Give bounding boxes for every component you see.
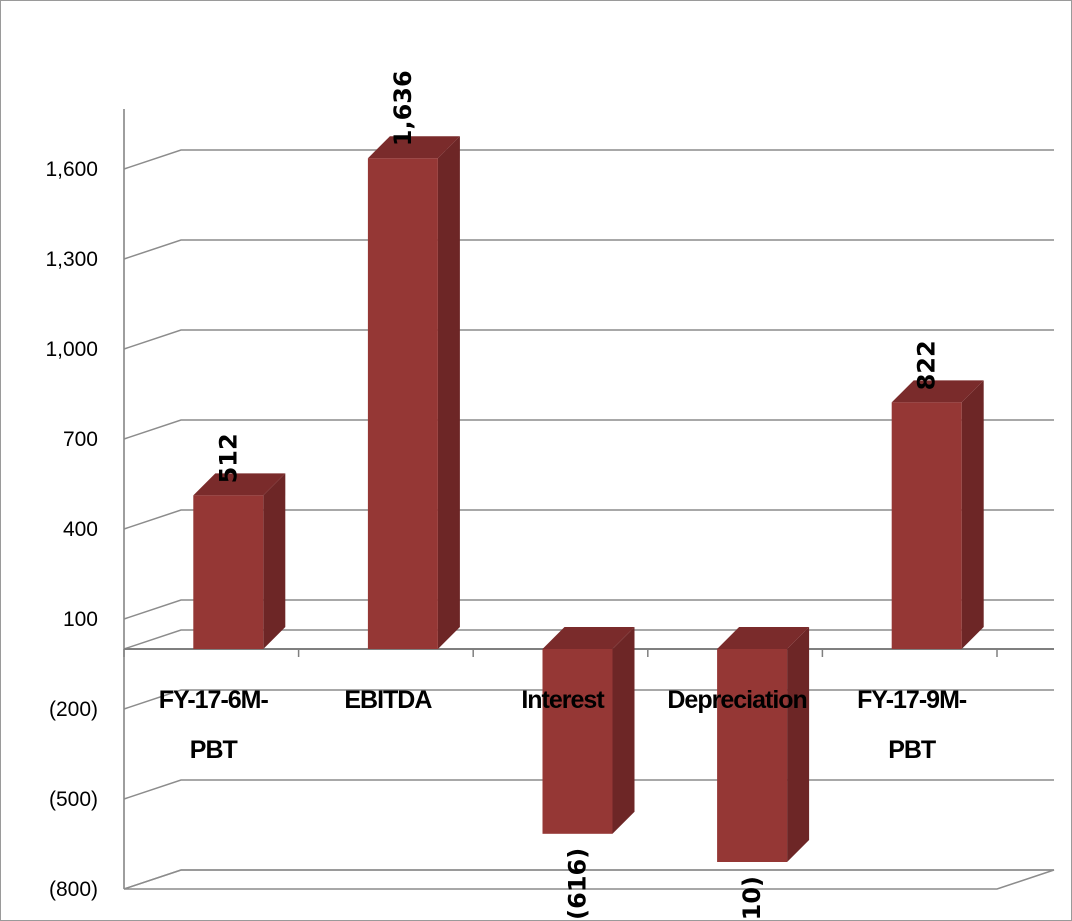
gridline bbox=[123, 329, 1054, 350]
bar-side bbox=[787, 627, 810, 862]
y-tick-label: 1,300 bbox=[45, 248, 98, 271]
bar-front bbox=[367, 158, 438, 649]
data-label: 512 bbox=[214, 433, 242, 483]
category-label: FY-17-6M-PBT bbox=[159, 686, 269, 764]
y-tick-label: (800) bbox=[49, 878, 98, 901]
gridline bbox=[123, 149, 1054, 170]
gridline bbox=[123, 239, 1054, 260]
gridline bbox=[123, 509, 1054, 530]
bar-top bbox=[367, 136, 460, 159]
bar-side bbox=[961, 380, 984, 649]
bar-front bbox=[717, 649, 788, 862]
category-label: Depreciation bbox=[667, 686, 806, 714]
category-label: FY-17-9M-PBT bbox=[857, 686, 967, 764]
y-tick-label: 1,000 bbox=[45, 338, 98, 361]
bar-front bbox=[891, 402, 962, 649]
bar-front bbox=[193, 495, 264, 649]
bar-top bbox=[891, 380, 984, 403]
y-tick-label: 400 bbox=[63, 518, 98, 541]
data-labels: 512 1,636 (616) (710) 822 bbox=[214, 70, 941, 921]
bar-top bbox=[193, 473, 286, 496]
data-label: 1,636 bbox=[389, 70, 417, 146]
y-tick-label: 1,600 bbox=[45, 158, 98, 181]
bar bbox=[717, 627, 810, 862]
y-tick-label: (500) bbox=[49, 788, 98, 811]
gridline bbox=[123, 599, 1054, 620]
data-label: (710) bbox=[738, 876, 766, 921]
gridline bbox=[123, 869, 1054, 890]
data-label: 822 bbox=[913, 340, 941, 390]
bars bbox=[193, 136, 984, 862]
bar bbox=[891, 380, 984, 649]
bar-front bbox=[542, 649, 613, 834]
data-label: (616) bbox=[564, 848, 592, 920]
bar-top bbox=[717, 627, 810, 649]
y-tick-label: 100 bbox=[63, 608, 98, 631]
category-label: EBITDA bbox=[344, 686, 432, 714]
bar bbox=[542, 627, 635, 834]
y-tick-label: (200) bbox=[49, 698, 98, 721]
category-labels: FY-17-6M-PBT EBITDA Interest Depreciation FY… bbox=[159, 686, 968, 764]
bar-side bbox=[612, 627, 635, 834]
bar-side bbox=[437, 136, 460, 649]
bar-side bbox=[263, 473, 286, 649]
bar bbox=[367, 136, 460, 649]
y-tick-label: 700 bbox=[63, 428, 98, 451]
category-label: Interest bbox=[521, 686, 605, 714]
bar bbox=[193, 473, 286, 649]
y-axis-ticks: (800) (500) (200) 100 400 700 1,000 1,300 1,600 bbox=[45, 158, 98, 901]
gridline bbox=[123, 419, 1054, 440]
gridlines bbox=[123, 149, 1054, 890]
bar-top bbox=[542, 627, 635, 649]
